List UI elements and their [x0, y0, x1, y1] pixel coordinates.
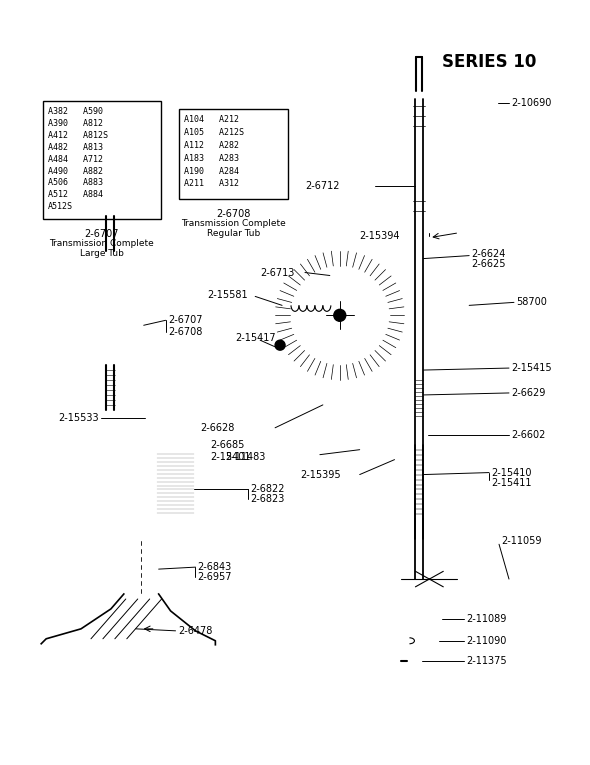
- Text: 2-6708: 2-6708: [169, 327, 203, 337]
- Text: A190   A284: A190 A284: [183, 167, 238, 175]
- Text: 2-6625: 2-6625: [471, 259, 506, 269]
- Text: 2-15417: 2-15417: [235, 334, 276, 343]
- Text: A104   A212: A104 A212: [183, 115, 238, 124]
- Bar: [179, 109, 288, 199]
- Circle shape: [334, 309, 346, 321]
- Bar: [414, 231, 444, 265]
- Text: 2-6629: 2-6629: [511, 388, 545, 398]
- Text: 2-6712: 2-6712: [305, 181, 340, 191]
- Text: 2-6823: 2-6823: [250, 494, 284, 504]
- Text: 2-15410: 2-15410: [491, 467, 532, 477]
- Text: Regular Tub: Regular Tub: [206, 229, 260, 238]
- Text: 2-11090: 2-11090: [466, 636, 507, 646]
- Text: A512S: A512S: [48, 202, 73, 211]
- Text: 58700: 58700: [516, 298, 547, 308]
- Text: 2-6708: 2-6708: [216, 209, 251, 219]
- Text: A482   A813: A482 A813: [48, 142, 103, 151]
- Text: A105   A212S: A105 A212S: [183, 128, 244, 137]
- Text: A211   A312: A211 A312: [183, 180, 238, 188]
- Text: A112   A282: A112 A282: [183, 141, 238, 150]
- Bar: [243, 363, 273, 397]
- Text: Transmission Complete: Transmission Complete: [50, 239, 155, 248]
- Text: 2-15411: 2-15411: [491, 477, 532, 487]
- Text: 2-6713: 2-6713: [261, 268, 295, 278]
- Text: 2-15395: 2-15395: [300, 470, 340, 480]
- Text: 2-6707: 2-6707: [169, 315, 203, 325]
- Text: 2-6843: 2-6843: [198, 562, 232, 572]
- Bar: [414, 90, 424, 99]
- Bar: [168, 461, 183, 483]
- Bar: [101, 211, 119, 223]
- Text: A506   A883: A506 A883: [48, 178, 103, 187]
- Text: 2-15581: 2-15581: [208, 291, 248, 301]
- Bar: [145, 408, 173, 430]
- Text: 2-11059: 2-11059: [501, 536, 542, 546]
- Text: A512   A884: A512 A884: [48, 190, 103, 200]
- Text: A390   A812: A390 A812: [48, 119, 103, 128]
- Text: 2-6685: 2-6685: [211, 440, 245, 450]
- Text: A382   A590: A382 A590: [48, 107, 103, 116]
- Text: 2-15533: 2-15533: [58, 413, 99, 423]
- Text: 2-6822: 2-6822: [250, 484, 285, 494]
- Text: 2-15401: 2-15401: [211, 451, 251, 461]
- Text: 2-6478: 2-6478: [179, 626, 213, 636]
- Bar: [43, 101, 160, 219]
- Text: 2-15394: 2-15394: [360, 231, 400, 241]
- Text: 2-10690: 2-10690: [511, 99, 551, 109]
- Text: 2-6628: 2-6628: [201, 423, 235, 433]
- Text: 2-11483: 2-11483: [225, 451, 265, 461]
- Text: SERIES 10: SERIES 10: [442, 53, 536, 70]
- Text: 2-11089: 2-11089: [466, 614, 507, 624]
- Text: 2-6957: 2-6957: [198, 572, 232, 582]
- Text: 2-15415: 2-15415: [511, 363, 552, 373]
- Text: 2-6624: 2-6624: [471, 249, 506, 259]
- Text: Large Tub: Large Tub: [80, 249, 124, 258]
- Text: A484   A712: A484 A712: [48, 155, 103, 164]
- Text: A490   A882: A490 A882: [48, 167, 103, 175]
- Circle shape: [275, 340, 285, 350]
- Bar: [98, 321, 122, 340]
- Bar: [157, 450, 195, 514]
- Text: A412   A812S: A412 A812S: [48, 131, 108, 140]
- Text: 2-11375: 2-11375: [466, 656, 507, 666]
- Bar: [411, 126, 427, 146]
- Text: 2-6602: 2-6602: [511, 430, 545, 440]
- Text: Transmission Complete: Transmission Complete: [181, 219, 286, 228]
- Bar: [124, 539, 159, 594]
- Text: A183   A283: A183 A283: [183, 154, 238, 162]
- Text: 2-6707: 2-6707: [84, 229, 119, 239]
